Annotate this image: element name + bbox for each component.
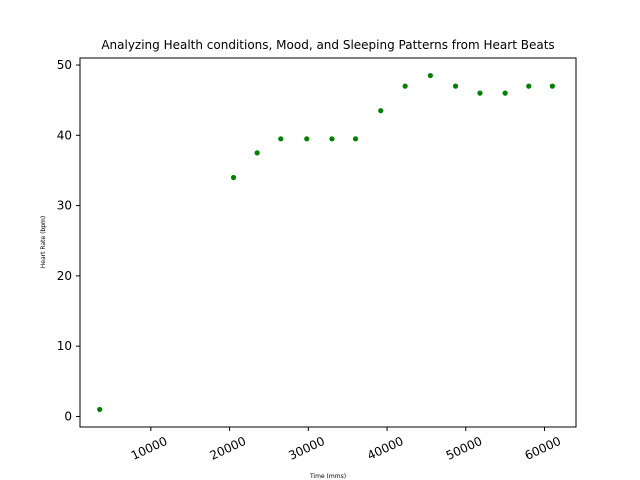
data-point-15 [549,83,555,89]
data-point-7 [352,136,359,142]
y-tick-label: 20 [57,269,72,283]
chart-title: Analyzing Health conditions, Mood, and S… [101,38,554,52]
y-tick-label: 30 [57,199,72,213]
data-point-2 [230,174,237,181]
x-tick-label: 50000 [444,434,485,463]
y-tick-label: 10 [57,339,72,353]
x-tick-label: 10000 [129,434,170,463]
x-tick-label: 20000 [208,434,249,463]
data-point-10 [427,72,433,79]
y-tick-label: 40 [57,128,72,142]
x-axis: 10000 20000 30000 40000 50000 60000 [129,427,563,463]
y-axis-label: Heart Rate (bpm) [40,216,47,268]
x-tick-label: 30000 [286,434,327,463]
data-point-11 [452,83,459,89]
data-point-3 [254,150,260,156]
data-point-6 [329,136,335,142]
data-point-1 [97,406,103,413]
y-tick-label: 50 [57,58,72,72]
data-point-14 [526,83,532,89]
x-tick-label: 60000 [523,434,564,463]
y-axis: 0 10 20 30 40 50 [57,58,80,423]
y-tick-label: 0 [64,409,72,423]
data-point-12 [477,90,483,96]
data-point-13 [502,90,508,96]
data-point-9 [402,83,408,89]
data-point-5 [304,136,310,142]
data-points [97,72,555,413]
x-axis-label: Time (mms) [309,473,346,480]
plot-area-frame [79,57,577,428]
data-point-4 [278,136,284,142]
x-tick-label: 40000 [365,434,406,463]
data-point-8 [378,108,384,114]
